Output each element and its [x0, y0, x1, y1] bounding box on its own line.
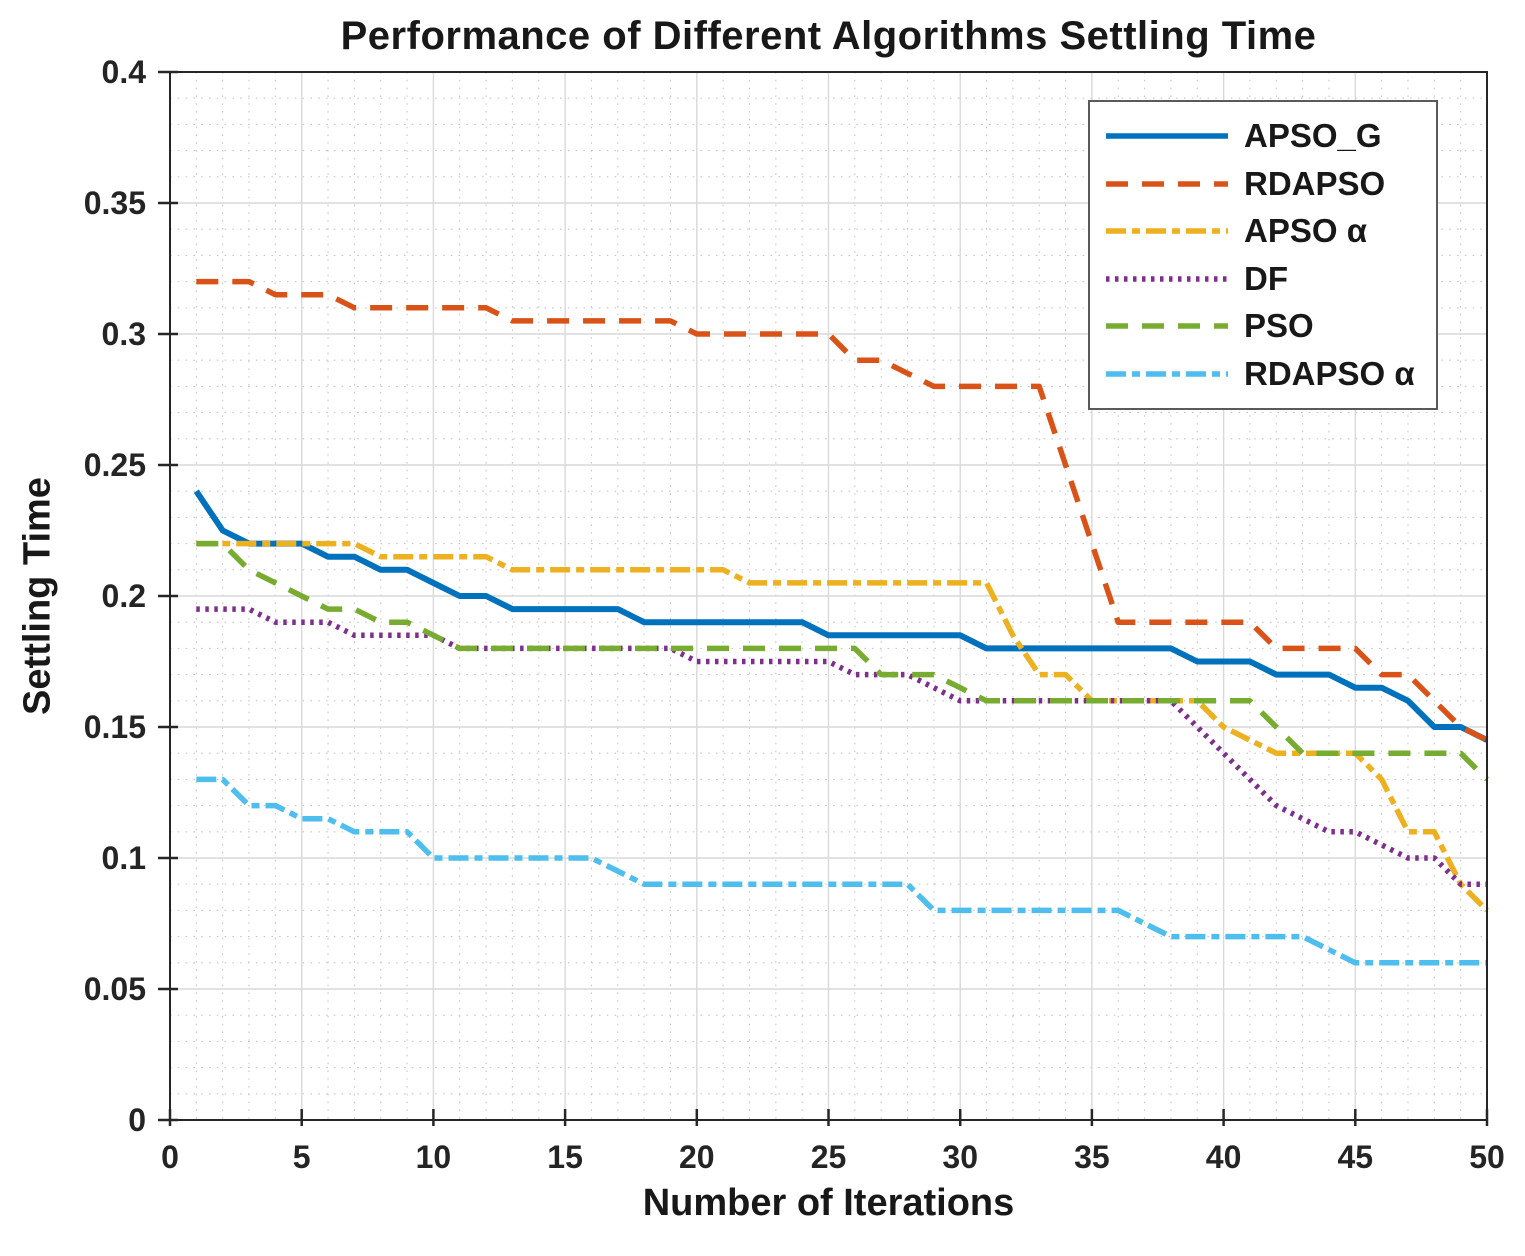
legend-item-APSO_G: APSO_G — [1106, 117, 1430, 155]
legend-line-sample — [1106, 228, 1228, 235]
legend-line-sample — [1106, 370, 1228, 377]
y-tick-label: 0.05 — [84, 971, 146, 1007]
series-line-PSO — [196, 540, 1489, 782]
x-tick-label: 25 — [811, 1139, 847, 1175]
y-tick-label: 0.3 — [102, 316, 146, 352]
legend-label: DF — [1244, 259, 1288, 297]
series-line-RDAPSO-α — [196, 776, 1487, 966]
y-axis-label: Settling Time — [16, 477, 59, 715]
y-tick-label: 0.35 — [84, 185, 146, 221]
series-line-RDAPSO — [196, 278, 1489, 743]
axis-ticks — [158, 70, 1489, 1126]
x-tick-label: 45 — [1338, 1139, 1374, 1175]
legend-line-sample — [1106, 275, 1228, 282]
chart-title: Performance of Different Algorithms Sett… — [340, 14, 1317, 58]
legend-label: APSO_G — [1244, 117, 1382, 155]
series-group — [193, 278, 1489, 966]
legend-item-APSO-α: APSO α — [1106, 212, 1430, 250]
series-line-APSO-α — [196, 540, 1489, 913]
x-axis-label: Number of Iterations — [642, 1182, 1015, 1224]
x-tick-labels: 0 5 10 15 20 25 30 35 40 45 50 — [161, 1139, 1505, 1175]
legend-item-DF: DF — [1106, 260, 1430, 298]
legend-label: RDAPSO — [1244, 164, 1386, 202]
y-tick-label: 0.2 — [102, 578, 146, 614]
x-tick-label: 5 — [293, 1139, 311, 1175]
legend-line-sample — [1106, 323, 1228, 329]
x-tick-label: 50 — [1469, 1139, 1505, 1175]
y-tick-label: 0 — [128, 1102, 146, 1138]
legend-line-sample — [1106, 181, 1228, 187]
legend: APSO_G RDAPSO APSO α DF PSO RDAPSO α — [1088, 100, 1438, 410]
y-tick-label: 0.25 — [84, 447, 146, 483]
series-line-DF — [196, 606, 1487, 887]
legend-item-RDAPSO-α: RDAPSO α — [1106, 355, 1430, 393]
x-tick-label: 35 — [1074, 1139, 1110, 1175]
y-tick-label: 0.4 — [102, 54, 147, 90]
y-tick-label: 0.1 — [102, 840, 146, 876]
y-tick-label: 0.15 — [84, 709, 146, 745]
x-tick-label: 0 — [161, 1139, 179, 1175]
legend-item-RDAPSO: RDAPSO — [1106, 165, 1430, 203]
x-tick-label: 10 — [416, 1139, 452, 1175]
x-tick-label: 15 — [547, 1139, 583, 1175]
legend-line-sample — [1106, 133, 1228, 140]
x-tick-label: 20 — [679, 1139, 715, 1175]
legend-item-PSO: PSO — [1106, 307, 1430, 345]
y-tick-labels: 0 0.05 0.1 0.15 0.2 0.25 0.3 0.35 0.4 — [84, 54, 146, 1138]
x-tick-label: 30 — [942, 1139, 978, 1175]
series-line-APSO_G — [193, 489, 1489, 743]
legend-label: APSO α — [1244, 212, 1367, 250]
legend-label: RDAPSO α — [1244, 354, 1415, 392]
legend-label: PSO — [1244, 307, 1314, 345]
x-tick-label: 40 — [1206, 1139, 1242, 1175]
